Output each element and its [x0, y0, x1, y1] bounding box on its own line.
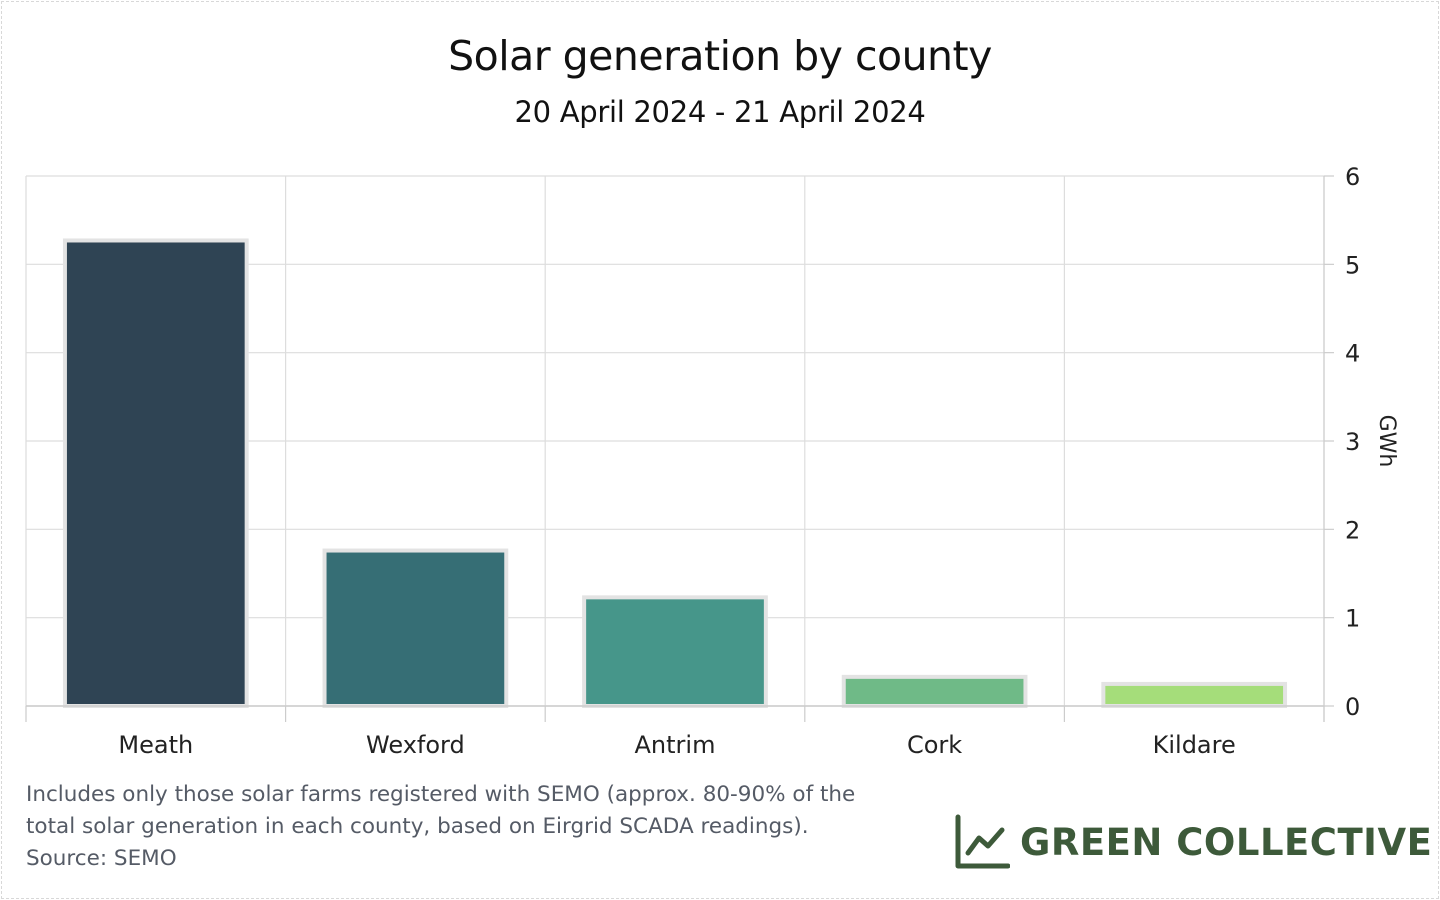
bar-meath [62, 238, 249, 708]
brand-logo: GREEN COLLECTIVE [952, 812, 1432, 872]
bar-cork [841, 674, 1028, 708]
y-tick-label: 3 [1345, 428, 1360, 456]
footnote: Includes only those solar farms register… [26, 779, 926, 875]
y-axis-title: GWh [1374, 415, 1399, 468]
bar-wexford [322, 548, 509, 708]
chart-subtitle: 20 April 2024 - 21 April 2024 [514, 95, 926, 129]
x-tick-label: Meath [118, 731, 193, 759]
x-tick-label: Wexford [366, 731, 465, 759]
y-tick-label: 6 [1345, 163, 1360, 191]
y-tick-label: 2 [1345, 516, 1360, 544]
bar-kildare [1101, 681, 1288, 709]
chart-title: Solar generation by county [448, 32, 992, 80]
y-tick-label: 5 [1345, 251, 1360, 279]
x-tick-label: Kildare [1153, 731, 1236, 759]
brand-name: GREEN COLLECTIVE [1020, 820, 1433, 864]
x-tick-label: Antrim [635, 731, 716, 759]
bar-antrim [582, 595, 768, 708]
footnote-line-2: total solar generation in each county, b… [26, 814, 809, 839]
y-tick-label: 4 [1345, 340, 1360, 368]
y-tick-label: 0 [1345, 693, 1360, 721]
footnote-source: Source: SEMO [26, 846, 177, 871]
x-tick-label: Cork [907, 731, 962, 759]
y-tick-label: 1 [1345, 605, 1360, 633]
footnote-line-1: Includes only those solar farms register… [26, 782, 856, 807]
line-chart-icon [955, 814, 1010, 869]
